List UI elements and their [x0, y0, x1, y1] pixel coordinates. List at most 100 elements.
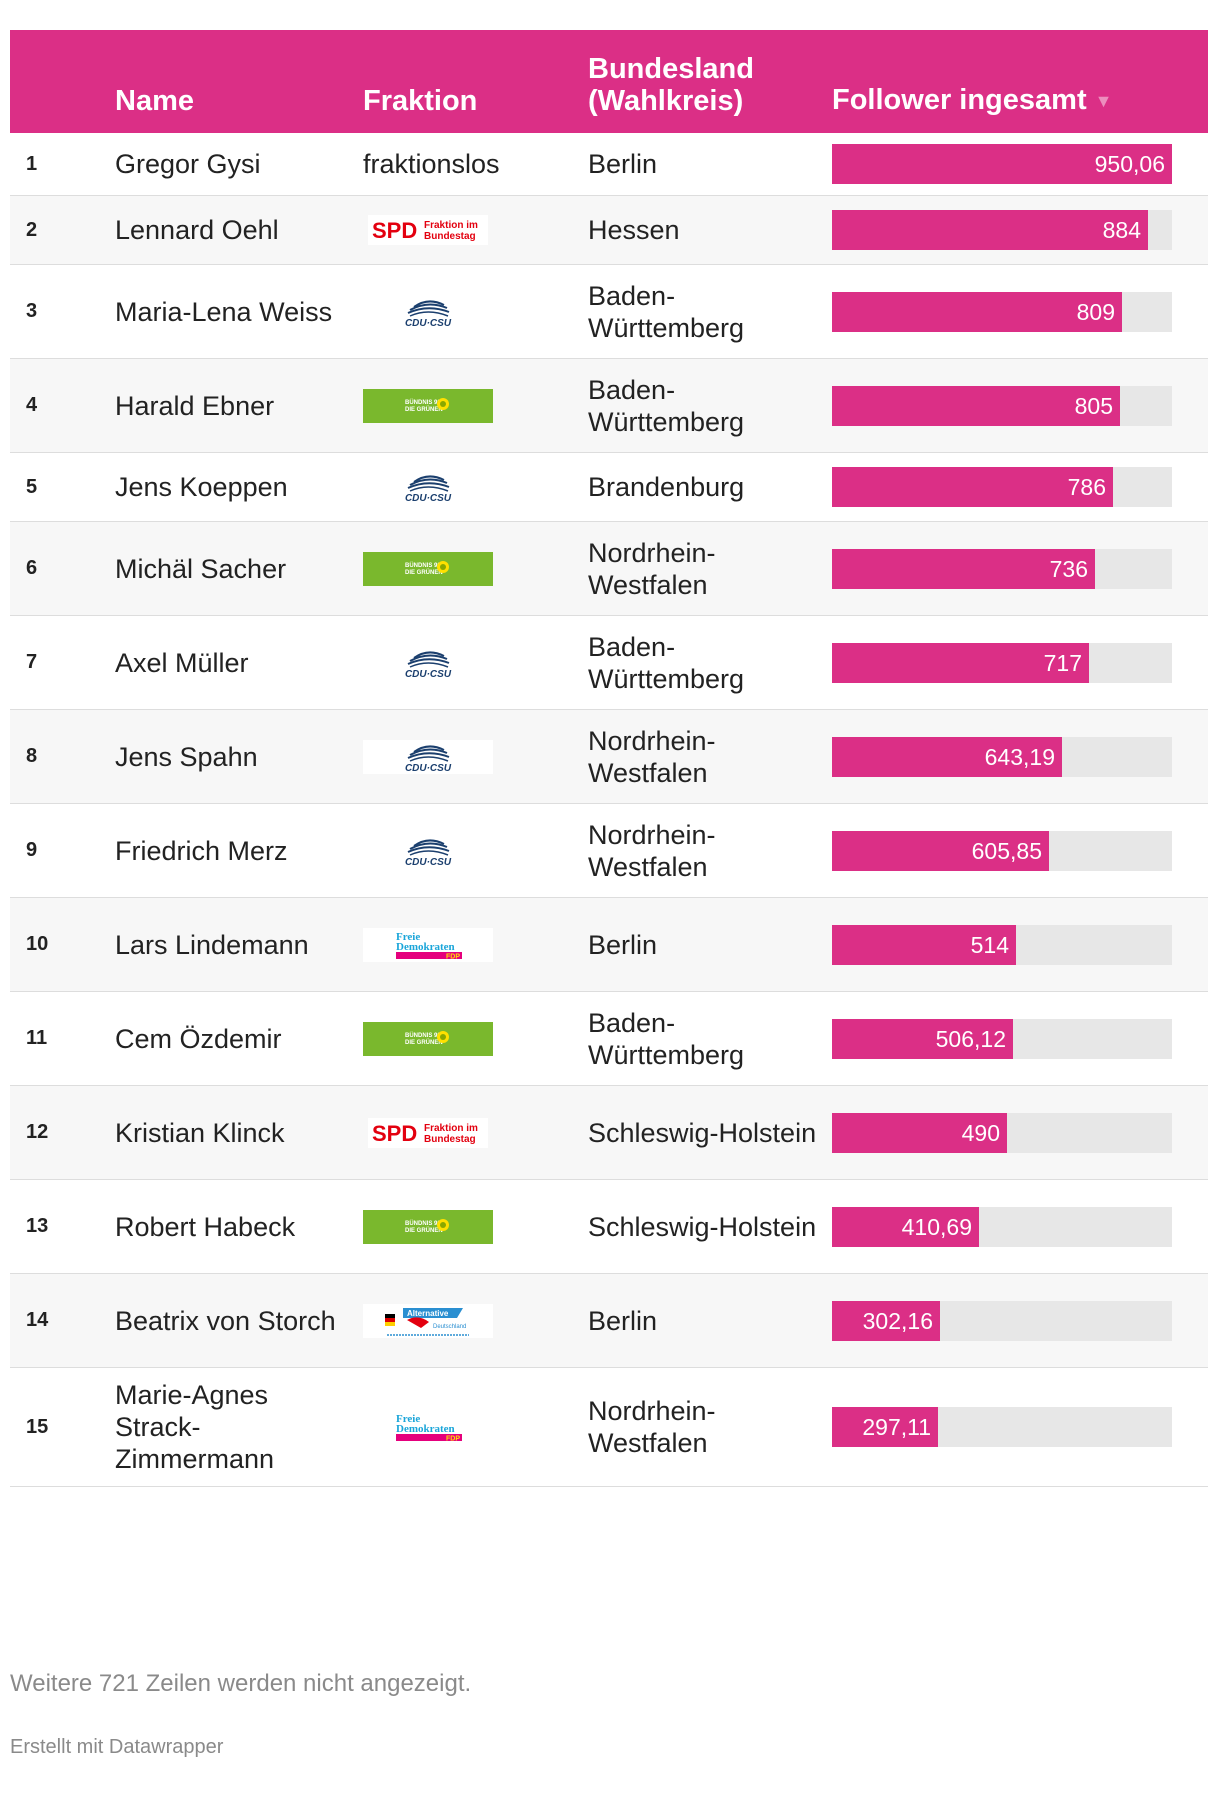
name-cell: Jens Koeppen	[115, 472, 288, 502]
table-row: 14 Beatrix von Storch Alternative Deutschla…	[10, 1274, 1208, 1368]
name-cell: Kristian Klinck	[115, 1117, 285, 1148]
fraktion-cell: Freie Demokraten FDP	[363, 1368, 563, 1486]
bar-value-label: 809	[1076, 298, 1115, 325]
bar-track: 736	[832, 548, 1172, 589]
bar	[832, 1206, 979, 1247]
name-cell: Harald Ebner	[115, 390, 275, 421]
cdu-logo: CDU·CSU	[363, 294, 493, 329]
fraktion-cell: BÜNDNIS 90 DIE GRÜNEN	[363, 992, 563, 1085]
bar	[832, 291, 1122, 332]
column-header-follower[interactable]: Follower ingesamt ▼	[832, 84, 1112, 117]
cdu-logo: CDU·CSU	[363, 470, 493, 504]
bar-value-label: 786	[1067, 474, 1106, 500]
spd-logo-sub1: Fraktion im	[424, 1123, 478, 1134]
follower-cell: 805	[832, 359, 1172, 452]
bar	[832, 1407, 938, 1447]
name-cell: Marie-Agnes Strack-Zimmermann	[115, 1380, 275, 1474]
column-header-follower-label: Follower ingesamt	[832, 83, 1087, 116]
column-header-fraktion[interactable]: Fraktion	[363, 85, 478, 117]
bar-track: 809	[832, 291, 1172, 332]
bar-track: 605,85	[832, 830, 1172, 871]
bar	[832, 467, 1113, 507]
follower-cell: 297,11	[832, 1368, 1172, 1486]
rank-cell: 4	[26, 394, 38, 416]
spd-logo-sub2: Bundestag	[424, 231, 476, 242]
rank-cell: 12	[26, 1121, 49, 1143]
bundesland-cell: Baden-Württemberg	[588, 631, 745, 694]
spd-logo-text: SPD	[372, 1121, 417, 1146]
rank-cell: 7	[26, 651, 38, 673]
bar-track: 297,11	[832, 1407, 1172, 1447]
name-cell: Maria-Lena Weiss	[115, 296, 333, 327]
fraktion-cell: CDU·CSU	[363, 804, 563, 897]
table-row: 7 Axel Müller CDU·CSU Baden-Württemberg 717	[10, 616, 1208, 710]
spd-logo-sub1: Fraktion im	[424, 220, 478, 231]
bundesland-cell: Berlin	[588, 929, 658, 960]
bar-track: 302,16	[832, 1300, 1172, 1341]
gruene-logo-text2: DIE GRÜNEN	[405, 406, 443, 413]
bar-track: 490	[832, 1112, 1172, 1153]
bundesland-cell: Baden-Württemberg	[588, 280, 745, 343]
table-row: 13 Robert Habeck BÜNDNIS 90 DIE GRÜNEN Schle…	[10, 1180, 1208, 1274]
cdu-logo-text: CDU·CSU	[405, 318, 452, 329]
rank-cell: 2	[26, 218, 38, 241]
rank-cell: 14	[26, 1309, 49, 1331]
fraktion-cell: BÜNDNIS 90 DIE GRÜNEN	[363, 522, 563, 615]
bar	[832, 144, 1172, 184]
rank-cell: 8	[26, 745, 38, 767]
table-header: Name Fraktion Bundesland (Wahlkreis) Fol…	[10, 30, 1208, 133]
table-row: 1 Gregor Gysi fraktionslos Berlin 950,06	[10, 133, 1208, 196]
follower-cell: 884	[832, 196, 1172, 264]
spd-logo-text: SPD	[372, 218, 417, 243]
afd-logo-text2: Deutschland	[433, 1324, 466, 1330]
fdp-logo-text1: Freie	[396, 931, 420, 943]
bundesland-cell: Hessen	[588, 215, 680, 245]
fdp-logo-text1: Freie	[396, 1413, 420, 1425]
bar-value-label: 605,85	[971, 837, 1042, 864]
rank-cell: 5	[26, 475, 38, 498]
datawrapper-credit[interactable]: Erstellt mit Datawrapper	[10, 1736, 224, 1758]
table-row: 12 Kristian Klinck SPD Fraktion im Bundestag…	[10, 1086, 1208, 1180]
table-row: 4 Harald Ebner BÜNDNIS 90 DIE GRÜNEN Baden-W…	[10, 359, 1208, 453]
bar-value-label: 736	[1049, 555, 1088, 582]
gruene-logo-text1: BÜNDNIS 90	[405, 562, 441, 569]
gruene-logo-text2: DIE GRÜNEN	[405, 1039, 443, 1046]
bar	[832, 385, 1120, 426]
bundesland-cell: Nordrhein-Westfalen	[588, 725, 716, 788]
table-row: 6 Michäl Sacher BÜNDNIS 90 DIE GRÜNEN Nordrh…	[10, 522, 1208, 616]
bar-track: 884	[832, 210, 1172, 250]
bar-track: 950,06	[832, 144, 1172, 184]
rank-cell: 11	[26, 1027, 48, 1049]
fraktion-cell: CDU·CSU	[363, 453, 563, 521]
bundesland-cell: Berlin	[588, 149, 658, 179]
fraktion-cell: Freie Demokraten FDP	[363, 898, 563, 991]
name-cell: Cem Özdemir	[115, 1023, 282, 1054]
name-cell: Jens Spahn	[115, 741, 258, 772]
fdp-logo-text2: Demokraten	[396, 941, 455, 953]
bar	[832, 1018, 1013, 1059]
follower-cell: 490	[832, 1086, 1172, 1179]
spd-logo-sub2: Bundestag	[424, 1134, 476, 1145]
bar	[832, 830, 1049, 871]
name-cell: Beatrix von Storch	[115, 1305, 336, 1336]
gruene-logo-text1: BÜNDNIS 90	[405, 399, 441, 406]
gruene-logo-text2: DIE GRÜNEN	[405, 1227, 443, 1234]
bar-value-label: 805	[1074, 392, 1113, 419]
rank-cell: 6	[26, 557, 38, 579]
column-header-name[interactable]: Name	[115, 85, 194, 117]
name-cell: Friedrich Merz	[115, 835, 288, 866]
name-cell: Gregor Gysi	[115, 149, 261, 179]
bar-value-label: 950,06	[1094, 151, 1165, 177]
gruene-logo-text2: DIE GRÜNEN	[405, 569, 443, 576]
spd-logo: SPD Fraktion im Bundestag	[363, 1116, 493, 1150]
follower-table: Name Fraktion Bundesland (Wahlkreis) Fol…	[10, 30, 1208, 1487]
gruene-logo: BÜNDNIS 90 DIE GRÜNEN	[363, 1209, 493, 1244]
bar-track: 805	[832, 385, 1172, 426]
bar	[832, 736, 1062, 777]
bar-track: 786	[832, 467, 1172, 507]
follower-cell: 605,85	[832, 804, 1172, 897]
name-cell: Lennard Oehl	[115, 215, 279, 245]
table-row: 2 Lennard Oehl SPD Fraktion im Bundestag Hess…	[10, 196, 1208, 265]
bar	[832, 1300, 940, 1341]
column-header-bundesland[interactable]: Bundesland (Wahlkreis)	[588, 53, 754, 117]
